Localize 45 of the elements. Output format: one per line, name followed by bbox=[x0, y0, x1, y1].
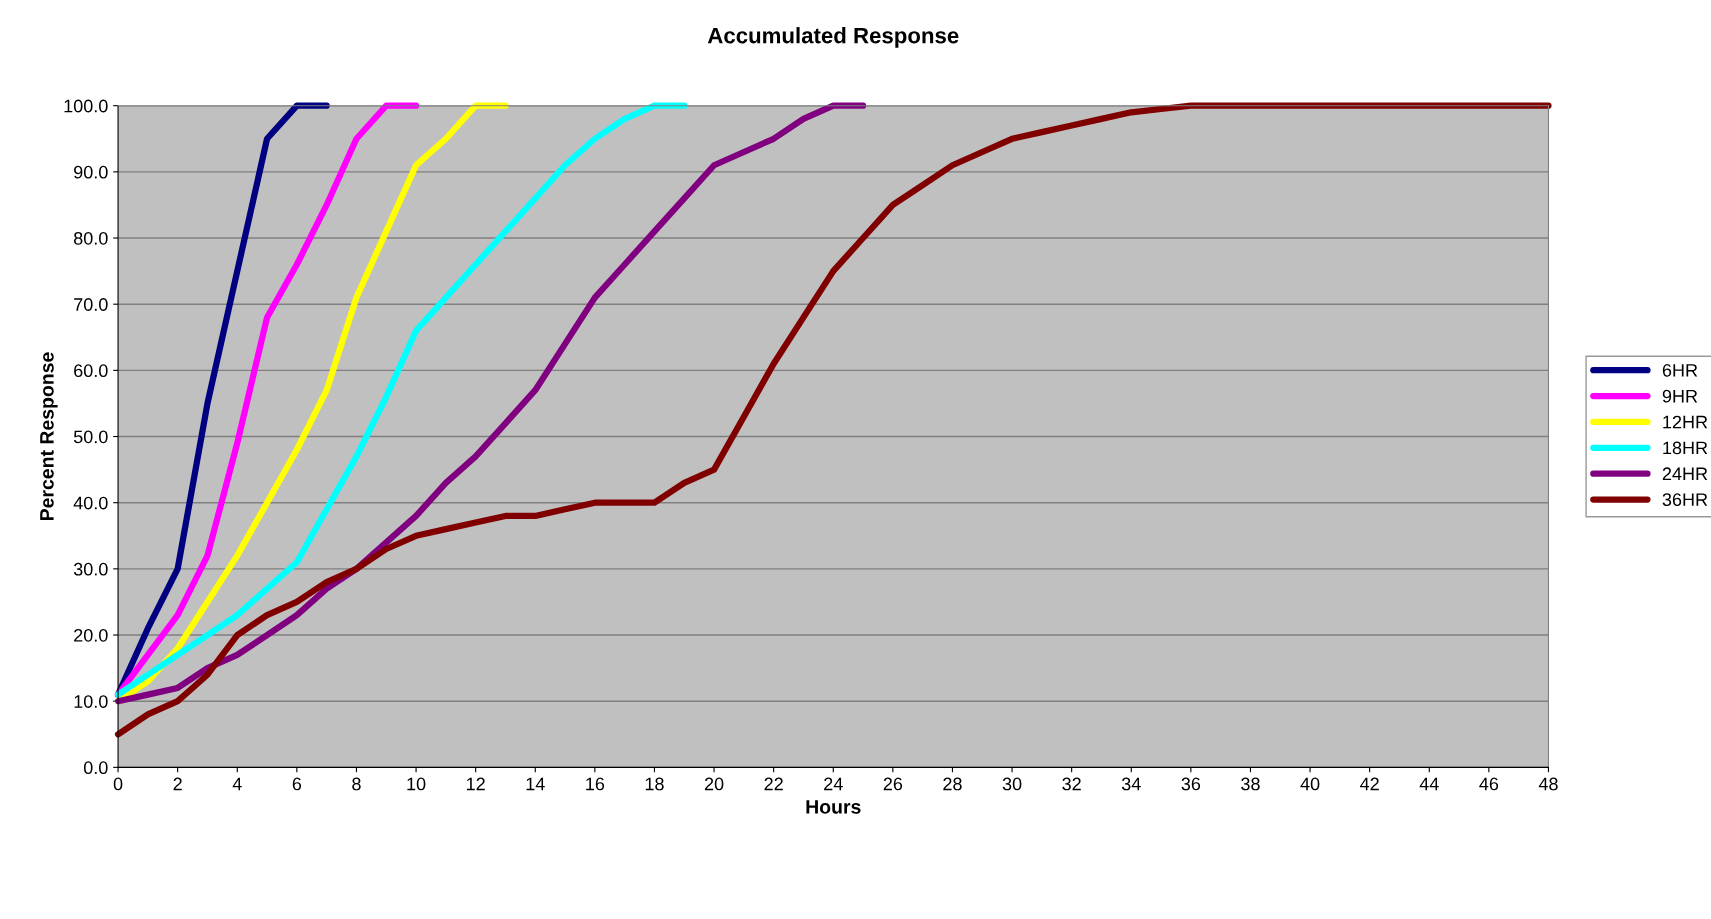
x-tick-label: 2 bbox=[173, 777, 182, 791]
y-tick-label: 80.0 bbox=[73, 231, 108, 245]
x-tick-label: 20 bbox=[704, 777, 724, 791]
y-tick-label: 100.0 bbox=[64, 99, 108, 113]
x-tick-label: 26 bbox=[883, 777, 903, 791]
x-tick-label: 16 bbox=[586, 777, 605, 791]
x-tick-label: 36 bbox=[1181, 777, 1201, 791]
x-tick-label: 12 bbox=[466, 777, 485, 791]
x-tick-label: 48 bbox=[1538, 777, 1558, 791]
y-tick-label: 50.0 bbox=[73, 430, 108, 444]
x-tick-label: 18 bbox=[645, 777, 664, 791]
y-tick-label: 60.0 bbox=[74, 364, 108, 378]
x-tick-label: 14 bbox=[526, 777, 545, 791]
x-tick-label: 24 bbox=[824, 777, 843, 791]
legend-label: 18HR bbox=[1663, 441, 1708, 455]
x-tick-label: 22 bbox=[764, 777, 783, 791]
y-tick-label: 40.0 bbox=[73, 496, 108, 510]
x-tick-label: 28 bbox=[943, 777, 962, 791]
x-tick-label: 42 bbox=[1360, 777, 1379, 791]
x-axis-title: Hours bbox=[806, 800, 861, 814]
y-tick-label: 20.0 bbox=[74, 628, 108, 642]
chart-title: Accumulated Response bbox=[707, 27, 959, 48]
legend-label: 9HR bbox=[1662, 389, 1698, 403]
legend-label: 12HR bbox=[1663, 415, 1708, 429]
legend-label: 6HR bbox=[1662, 363, 1698, 377]
x-tick-label: 4 bbox=[232, 777, 242, 791]
x-tick-label: 0 bbox=[113, 777, 123, 791]
y-tick-label: 90.0 bbox=[74, 165, 108, 179]
y-tick-label: 0.0 bbox=[83, 761, 108, 775]
x-tick-label: 8 bbox=[352, 777, 361, 791]
x-tick-label: 32 bbox=[1062, 777, 1081, 791]
y-tick-label: 70.0 bbox=[74, 298, 108, 311]
x-tick-label: 40 bbox=[1300, 777, 1320, 791]
x-tick-label: 10 bbox=[407, 777, 426, 791]
legend-label: 24HR bbox=[1662, 467, 1708, 480]
legend-label: 36HR bbox=[1662, 493, 1708, 507]
x-tick-label: 34 bbox=[1121, 777, 1141, 791]
x-tick-label: 46 bbox=[1479, 777, 1499, 791]
y-tick-label: 30.0 bbox=[73, 562, 108, 576]
y-tick-label: 10.0 bbox=[74, 695, 108, 708]
x-tick-label: 30 bbox=[1002, 777, 1022, 791]
x-tick-label: 38 bbox=[1241, 777, 1260, 791]
x-tick-label: 44 bbox=[1419, 777, 1439, 791]
x-tick-label: 6 bbox=[292, 777, 302, 791]
y-axis-title: Percent Response bbox=[40, 352, 58, 521]
